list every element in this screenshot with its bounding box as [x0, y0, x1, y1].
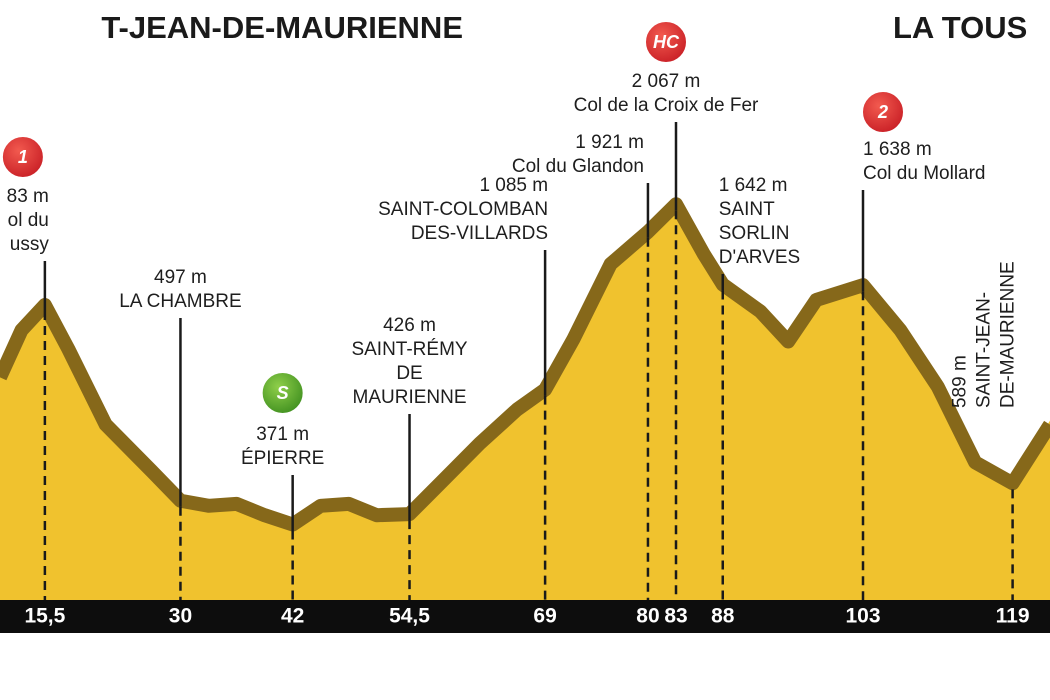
place-label: DES-VILLARDS: [411, 223, 548, 244]
place-label: DE-MAURIENNE: [998, 261, 1019, 408]
place-label: 2 067 m: [632, 71, 701, 92]
climb-category: HC: [653, 32, 680, 52]
km-label: 54,5: [389, 605, 430, 628]
climb-category: 1: [18, 147, 28, 167]
km-label: 30: [169, 605, 192, 628]
climb-category: S: [277, 383, 289, 403]
climb-badge: [0, 135, 45, 179]
place-label: MAURIENNE: [353, 387, 467, 408]
place-label: Col du Mollard: [863, 163, 986, 184]
place-label: ol du: [8, 210, 49, 231]
place-label: D'ARVES: [719, 247, 800, 268]
place-label: ussy: [10, 234, 50, 255]
place-label: 589 m: [950, 355, 971, 408]
km-label: 15,5: [24, 605, 65, 628]
place-label: SAINT-COLOMBAN: [378, 199, 548, 220]
place-label: 426 m: [383, 315, 436, 336]
km-label: 119: [996, 605, 1030, 628]
place-label: ÉPIERRE: [241, 448, 324, 469]
finish-town: LA TOUS: [893, 10, 1027, 45]
km-label: 103: [845, 605, 880, 628]
place-label: SAINT-JEAN-: [974, 292, 995, 408]
place-label: DE: [396, 363, 422, 384]
profile-edge: [0, 197, 1050, 532]
place-label: Col de la Croix de Fer: [574, 95, 759, 116]
km-label: 88: [711, 605, 735, 628]
km-label: 80: [636, 605, 659, 628]
climb-category: 2: [877, 102, 888, 122]
place-label: SAINT-RÉMY: [351, 339, 467, 360]
distance-bar: [0, 600, 1050, 633]
km-label: 83: [664, 605, 687, 628]
place-label: 497 m: [154, 267, 207, 288]
place-label: 371 m: [256, 424, 309, 445]
place-label: LA CHAMBRE: [119, 291, 241, 312]
place-label: Col du Glandon: [512, 156, 644, 177]
climb-badge: [260, 371, 305, 415]
place-label: 1 921 m: [575, 132, 644, 153]
km-label: 69: [533, 605, 556, 628]
climb-badge: [644, 20, 689, 64]
place-label: 1 085 m: [479, 175, 548, 196]
climb-badge: [861, 90, 906, 134]
place-label: 1 642 m: [719, 175, 788, 196]
start-town: T-JEAN-DE-MAURIENNE: [101, 10, 463, 45]
km-label: 42: [281, 605, 304, 628]
place-label: SORLIN: [719, 223, 790, 244]
place-label: SAINT: [719, 199, 775, 220]
place-label: 83 m: [7, 186, 49, 207]
place-label: 1 638 m: [863, 139, 932, 160]
